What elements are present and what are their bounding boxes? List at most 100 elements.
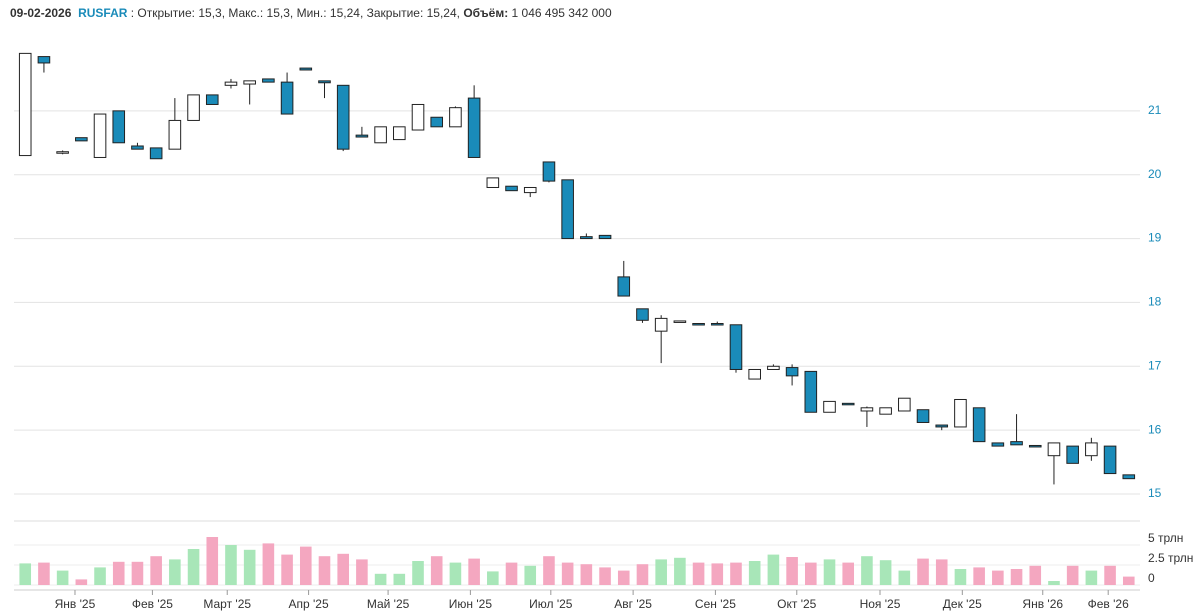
candle-body [542, 161, 556, 182]
volume-bar [599, 567, 611, 585]
volume-bar [243, 549, 256, 585]
volume-bar [636, 564, 649, 585]
candle-body [187, 94, 200, 121]
ticker: RUSFAR [78, 6, 128, 20]
candle-body [280, 81, 294, 115]
candle-body [149, 147, 163, 160]
x-tick-label: Окт '25 [777, 597, 817, 611]
candle-body [617, 276, 631, 297]
volume-bar [805, 562, 817, 585]
candle-body [767, 365, 780, 370]
volume-bar [1122, 576, 1135, 585]
volume-bar [225, 545, 237, 585]
volume-bar [767, 554, 780, 585]
candle-body [449, 107, 462, 128]
x-tick-label: Март '25 [203, 597, 251, 611]
y-tick-label: 19 [1148, 231, 1162, 245]
candle-body [804, 370, 818, 413]
x-tick-label: Фев '26 [1088, 597, 1129, 611]
candle-body [393, 126, 406, 141]
candle-body [654, 317, 668, 332]
candle-body [224, 81, 238, 86]
volume-bar [262, 543, 275, 585]
candle-body [505, 185, 518, 192]
volume-bar [730, 562, 742, 585]
candle-body [486, 177, 500, 188]
volume-bar [356, 559, 368, 585]
candle-body [692, 323, 705, 326]
candle-body [336, 84, 350, 150]
volume-bar [19, 563, 32, 585]
volume-bar [561, 562, 574, 585]
candle-body [823, 400, 836, 413]
candle-body [411, 103, 425, 131]
volume-bar [655, 559, 667, 585]
volume-bar [524, 565, 537, 585]
volume-bar [1010, 569, 1023, 585]
candle-body [299, 67, 313, 71]
volume-bar [954, 569, 967, 585]
y-tick-label: 20 [1148, 167, 1162, 181]
volume-bar [206, 537, 219, 585]
header: 09-02-2026 RUSFAR : Открытие: 15,3, Макс… [10, 6, 612, 20]
candle-body [374, 126, 387, 144]
candle-body [131, 145, 144, 150]
candle-body [916, 409, 930, 423]
volume-bar [692, 562, 705, 585]
candle-body [935, 424, 949, 428]
volume-bar [281, 554, 293, 585]
volume-bar [38, 562, 50, 585]
candle-body [430, 116, 444, 128]
volume-bar [674, 557, 686, 585]
x-tick-label: Май '25 [367, 597, 410, 611]
volume-bar [1048, 581, 1060, 585]
candle-body [1122, 474, 1136, 480]
y-tick-label: 15 [1148, 486, 1162, 500]
volume-bar [150, 556, 162, 585]
volume-bar [992, 570, 1004, 585]
y-tick-label: 17 [1148, 358, 1162, 372]
volume-bar [468, 558, 480, 585]
candle-body [860, 407, 874, 412]
candle-body [972, 407, 986, 443]
candle-body [561, 179, 574, 240]
volume-bar [935, 559, 948, 585]
volume-bar [430, 556, 443, 585]
volume-bar [823, 559, 836, 585]
volume-bar [1066, 565, 1079, 585]
volume-bar [187, 549, 200, 585]
volume-bar [748, 561, 761, 585]
candle-body [56, 151, 69, 154]
candle-body [898, 397, 911, 412]
volume-bar [412, 561, 424, 585]
candle-body [1103, 445, 1117, 475]
x-tick-label: Дек '25 [943, 597, 982, 611]
ohlc: Открытие: 15,3, Макс.: 15,3, Мин.: 15,24… [137, 6, 464, 20]
volume-bar [318, 556, 331, 585]
volume-bar [337, 553, 349, 585]
candle-body [1010, 441, 1023, 446]
candle-body [580, 236, 593, 240]
volume-bar [374, 573, 387, 585]
x-tick-label: Фев '25 [132, 597, 173, 611]
candle-body [75, 137, 88, 142]
candle-body [710, 323, 724, 326]
volume-bar [94, 567, 106, 585]
volume-bar [580, 564, 593, 585]
candle-body [729, 324, 743, 370]
candle-body [954, 398, 967, 428]
candle-body [93, 113, 107, 158]
x-tick-label: Сен '25 [695, 597, 736, 611]
y-tick-label: 16 [1148, 422, 1162, 436]
volume-bar [711, 563, 724, 585]
candle-body [1028, 444, 1042, 448]
candle-body [1085, 442, 1098, 457]
candle-body [879, 407, 892, 415]
x-tick-label: Янв '25 [55, 597, 96, 611]
volume-bar [861, 556, 873, 585]
candle-body [1047, 442, 1061, 457]
x-tick-label: Янв '26 [1022, 597, 1063, 611]
volume-tick-label: 5 трлн [1148, 531, 1183, 545]
candle-body [598, 234, 612, 240]
